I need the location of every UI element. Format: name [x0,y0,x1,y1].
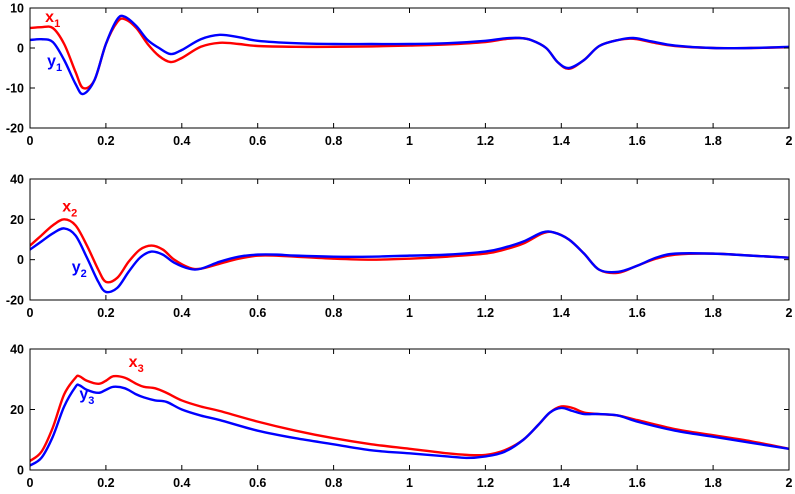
series-label-letter: x [62,198,71,215]
x-tick-label: 1.2 [477,306,494,320]
y-tick-label: -20 [6,294,24,308]
x-tick-label: 1.8 [704,134,721,148]
x-tick-label: 1.2 [477,134,494,148]
series-label-x2: x2 [62,198,77,219]
x-tick-label: 1.8 [704,306,721,320]
x-tick-label: 1 [406,306,413,320]
y-tick-label: -20 [6,122,24,136]
series-label-subscript: 2 [71,207,77,219]
x-tick-label: 1.6 [629,134,646,148]
x-tick-label: 1 [406,134,413,148]
y-tick-label: 0 [17,42,24,56]
series-label-letter: y [72,259,81,276]
y-tick-label: -10 [6,82,24,96]
x-tick-label: 0.2 [97,476,114,490]
x-tick-label: 0.6 [249,306,266,320]
series-label-y1: y1 [47,53,62,74]
series-label-y2: y2 [72,259,87,280]
x-tick-label: 2 [786,134,793,148]
x-tick-label: 2 [786,306,793,320]
series-label-x1: x1 [45,9,60,30]
y-tick-label: 10 [10,2,24,16]
y-tick-label: 20 [10,403,24,417]
x-tick-label: 1.6 [629,306,646,320]
x-tick-label: 2 [786,476,793,490]
series-label-letter: x [45,9,54,26]
x-tick-label: 0 [27,134,34,148]
y-tick-label: 20 [10,213,24,227]
x-tick-label: 0.2 [97,134,114,148]
series-label-letter: y [79,386,88,403]
x-tick-label: 0.6 [249,476,266,490]
series-label-y3: y3 [79,386,94,407]
series-line-x1 [30,17,789,90]
x-tick-label: 1 [406,476,413,490]
axes-box [29,178,790,301]
series-label-subscript: 1 [54,18,60,30]
x-tick-label: 0.8 [325,134,342,148]
x-tick-label: 0.8 [325,476,342,490]
x-tick-label: 1.6 [629,476,646,490]
series-line-x2 [30,218,789,284]
x-tick-label: 0 [27,476,34,490]
x-tick-label: 1.4 [553,476,570,490]
series-label-subscript: 1 [56,62,62,74]
series-line-y3 [30,383,789,467]
x-tick-label: 1.4 [553,134,570,148]
series-line-y1 [30,14,789,96]
x-tick-label: 1.2 [477,476,494,490]
series-line-y2 [30,227,789,294]
series-label-subscript: 3 [88,395,94,407]
x-tick-label: 0.8 [325,306,342,320]
x-tick-label: 1.4 [553,306,570,320]
series-line-x3 [30,374,789,463]
axes-box [29,348,790,471]
x-tick-label: 0.4 [173,134,190,148]
x-tick-label: 0.4 [173,476,190,490]
x-tick-label: 1.8 [704,476,721,490]
x-tick-label: 0.4 [173,306,190,320]
series-label-letter: x [129,354,138,371]
axes-box [29,7,790,129]
series-label-subscript: 2 [81,268,87,280]
series-label-letter: y [47,53,56,70]
x-tick-label: 0.2 [97,306,114,320]
y-tick-label: 40 [10,173,24,187]
series-label-x3: x3 [129,354,144,375]
y-tick-label: 40 [10,343,24,357]
y-tick-label: 0 [17,464,24,478]
x-tick-label: 0.6 [249,134,266,148]
series-label-subscript: 3 [138,363,144,375]
y-tick-label: 0 [17,253,24,267]
x-tick-label: 0 [27,306,34,320]
